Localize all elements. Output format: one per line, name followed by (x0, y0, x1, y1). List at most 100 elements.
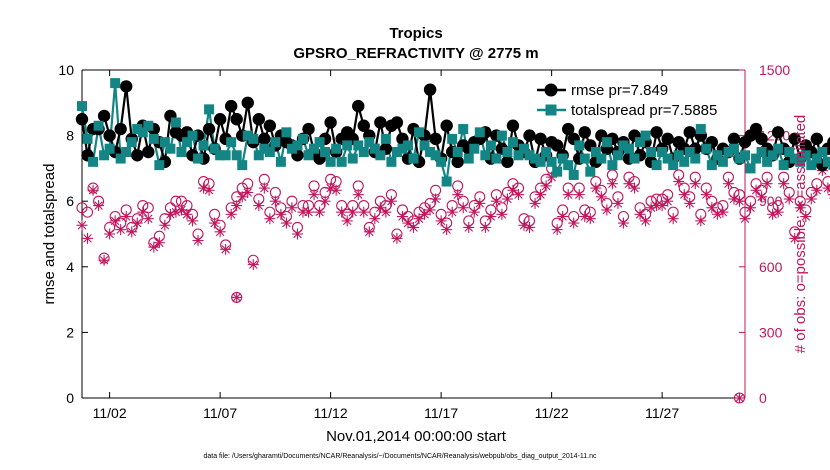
assimilated-obs-point (673, 176, 685, 188)
assimilated-obs-point (148, 241, 160, 253)
totalspread-point (259, 143, 270, 154)
assimilated-obs-point (336, 206, 348, 218)
assimilated-obs-point (783, 193, 795, 205)
assimilated-obs-point (369, 213, 381, 225)
totalspread-point (651, 160, 662, 171)
totalspread-point (629, 153, 640, 164)
rmse-point (423, 83, 437, 96)
assimilated-obs-point (678, 189, 690, 201)
totalspread-point (347, 153, 358, 164)
totalspread-point (474, 127, 485, 138)
assimilated-obs-point (109, 215, 121, 227)
assimilated-obs-point (98, 254, 110, 266)
totalspread-point (298, 133, 308, 144)
totalspread-point (275, 156, 286, 167)
assimilated-obs-point (584, 213, 596, 225)
rmse-point (429, 132, 442, 146)
rmse-point (302, 122, 315, 136)
chart-subtitle: GPSRO_REFRACTIVITY @ 2775 m (293, 45, 538, 62)
x-tick-label: 11/17 (424, 405, 458, 421)
possible-obs-point (76, 202, 88, 214)
assimilated-obs-point (137, 206, 149, 218)
assimilated-obs-point (126, 226, 138, 238)
totalspread-point (121, 147, 132, 157)
totalspread-point (635, 137, 646, 148)
totalspread-point (706, 160, 717, 171)
assimilated-obs-point (750, 184, 762, 196)
totalspread-point (596, 153, 607, 164)
assimilated-obs-point (629, 182, 640, 194)
rmse-point (451, 155, 464, 169)
assimilated-obs-point (314, 206, 326, 218)
assimilated-obs-point (452, 189, 464, 201)
totalspread-point (220, 150, 231, 161)
totalspread-point (463, 153, 474, 164)
assimilated-obs-point (623, 178, 635, 190)
assimilated-obs-point (722, 178, 734, 190)
totalspread-point (193, 153, 204, 164)
y-tick-label-right: 300 (759, 324, 783, 340)
totalspread-point (181, 137, 192, 148)
assimilated-obs-point (120, 211, 132, 223)
assimilated-obs-point (490, 195, 502, 207)
totalspread-point (800, 150, 811, 161)
totalspread-point (668, 160, 679, 171)
rmse-point (650, 126, 663, 139)
rmse-point (506, 119, 520, 132)
totalspread-point (292, 140, 303, 151)
assimilated-obs-point (822, 182, 830, 194)
rmse-point (755, 132, 768, 146)
assimilated-obs-point (507, 184, 519, 196)
totalspread-point (165, 143, 176, 154)
legend-rmse-label: rmse pr=7.849 (571, 82, 668, 99)
rmse-point (352, 99, 365, 113)
x-tick-label: 11/22 (535, 405, 569, 421)
rmse-point (440, 119, 453, 132)
rmse-point (550, 139, 564, 152)
assimilated-obs-point (303, 206, 315, 218)
assimilated-obs-point (131, 217, 143, 229)
assimilated-obs-point (231, 291, 243, 303)
totalspread-point (480, 150, 491, 161)
totalspread-point (209, 143, 220, 154)
assimilated-obs-point (468, 206, 480, 218)
rmse-point (224, 99, 238, 113)
rmse-point (390, 116, 404, 129)
rmse-point (263, 119, 277, 132)
assimilated-obs-point (617, 217, 629, 229)
totalspread-point (187, 130, 198, 141)
totalspread-point (320, 147, 331, 157)
totalspread-point (380, 133, 391, 144)
totalspread-point (795, 156, 806, 167)
assimilated-obs-point (485, 211, 497, 223)
totalspread-point (176, 147, 187, 157)
assimilated-obs-point (82, 232, 94, 244)
assimilated-obs-point (352, 189, 364, 201)
assimilated-obs-point (656, 200, 668, 212)
totalspread-point (712, 150, 723, 161)
assimilated-obs-point (424, 204, 436, 216)
totalspread-point (170, 117, 181, 128)
rmse-point (252, 113, 265, 126)
totalspread-point (110, 78, 121, 89)
totalspread-point (563, 160, 574, 171)
assimilated-obs-point (745, 202, 757, 214)
x-tick-label: 11/27 (645, 405, 679, 421)
assimilated-obs-point (435, 215, 447, 227)
totalspread-point (502, 147, 513, 157)
rmse-point (578, 126, 591, 139)
assimilated-obs-point (606, 178, 618, 190)
assimilated-obs-point (258, 182, 270, 194)
totalspread-point (270, 137, 281, 148)
assimilated-obs-point (441, 224, 453, 236)
totalspread-point (530, 153, 541, 164)
assimilated-obs-point (192, 235, 204, 247)
rmse-point (120, 80, 133, 93)
totalspread-point (657, 147, 668, 157)
assimilated-obs-point (535, 189, 547, 201)
totalspread-point (253, 150, 264, 161)
rmse-point (501, 155, 514, 169)
totalspread-point (524, 150, 535, 161)
rmse-point (810, 132, 824, 146)
y-tick-label: 2 (66, 324, 74, 340)
